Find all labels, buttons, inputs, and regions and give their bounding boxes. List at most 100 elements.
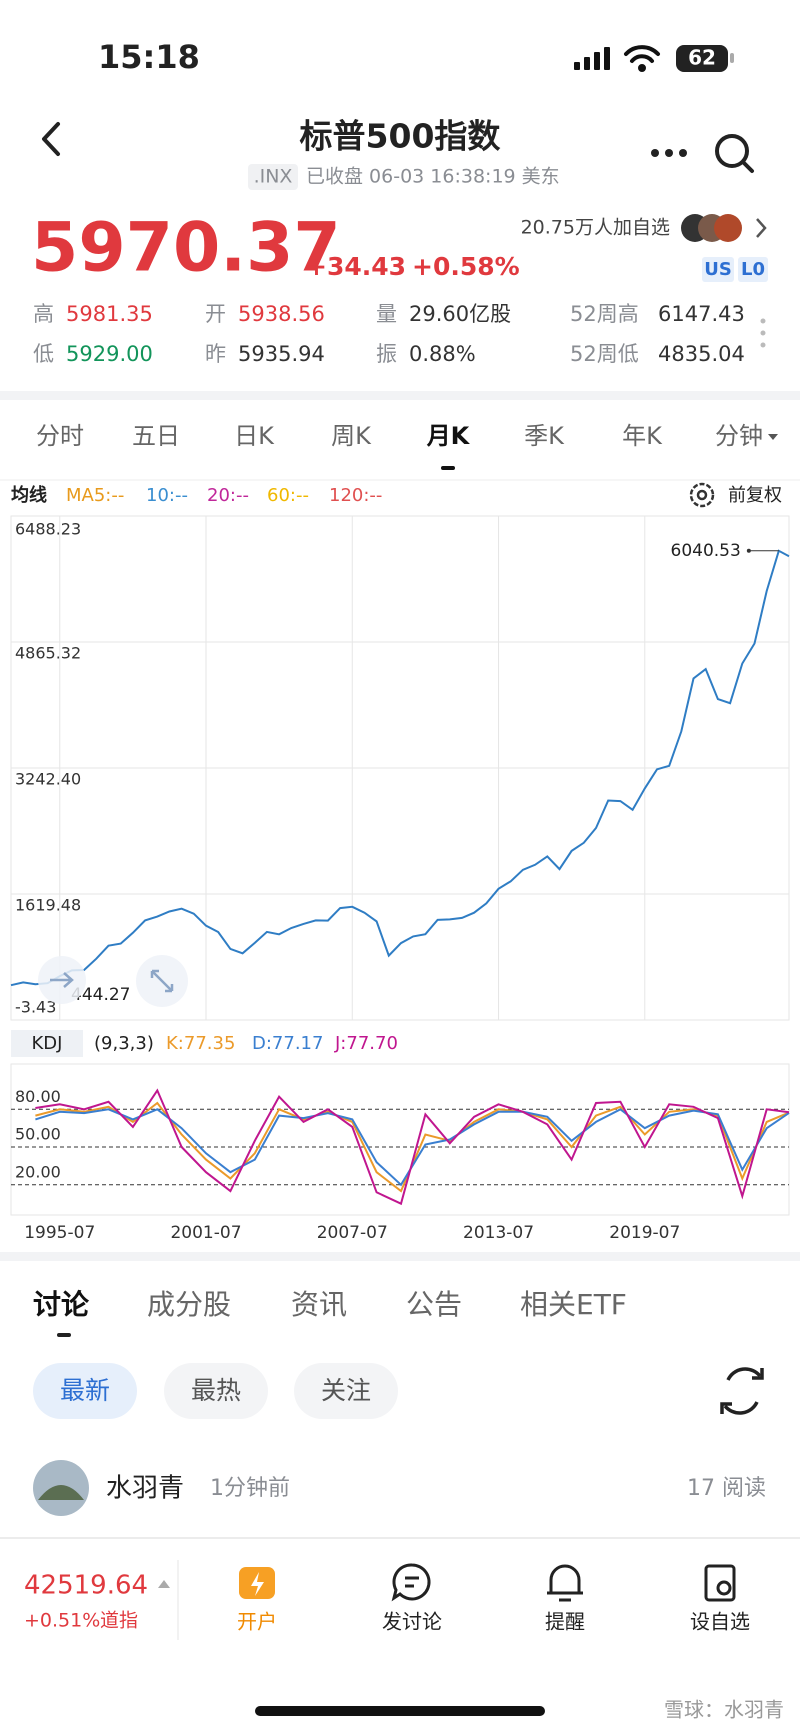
kdj-legend: J:77.70 — [334, 1033, 398, 1054]
ma-label: 均线 — [11, 484, 47, 506]
filter-pill[interactable] — [164, 1363, 268, 1419]
stat-label: 昨 — [205, 342, 226, 366]
watchlist-icon[interactable] — [704, 1564, 736, 1602]
y-tick-label: 50.00 — [15, 1125, 61, 1144]
y-tick-label: 1619.48 — [15, 896, 81, 915]
max-dot — [746, 548, 751, 553]
ma-item: 10:-- — [146, 485, 188, 506]
index-name: 道指 — [100, 1610, 138, 1632]
level-badge: L0 — [741, 259, 765, 280]
post-time: 1分钟前 — [210, 1476, 290, 1501]
badge-bg — [702, 257, 734, 282]
discussion-filters: 最新 最热 关注 — [33, 1363, 398, 1419]
x-tick-label: 2007-07 — [317, 1223, 388, 1243]
discussion-tab[interactable]: 资讯 — [291, 1288, 347, 1321]
price-change-pct: +0.58% — [412, 252, 520, 281]
x-tick-label: 2019-07 — [609, 1223, 680, 1243]
section-divider — [0, 1252, 800, 1261]
action-label[interactable]: 设自选 — [690, 1610, 750, 1634]
avatar-art — [38, 1485, 84, 1500]
stat-label: 量 — [376, 302, 397, 326]
wifi-icon — [624, 45, 660, 72]
back-button[interactable] — [42, 122, 60, 156]
stat-value: 5935.94 — [238, 342, 325, 366]
period-indicator — [441, 466, 455, 470]
stat-value: 0.88% — [409, 342, 476, 366]
y-tick-label: 3242.40 — [15, 770, 81, 789]
period-tab[interactable]: 季K — [524, 422, 565, 450]
price-line — [10, 549, 790, 987]
period-tab[interactable]: 月K — [426, 422, 471, 450]
discussion-tab[interactable]: 相关ETF — [520, 1288, 627, 1321]
kdj-line — [35, 1088, 790, 1206]
post-reads: 17 阅读 — [687, 1476, 766, 1501]
status-time: 15:18 — [98, 38, 200, 76]
kdj-legend: D:77.17 — [252, 1033, 323, 1054]
tab-indicator — [57, 1333, 71, 1337]
alert-icon[interactable] — [547, 1564, 583, 1602]
x-tick-label: 1995-07 — [24, 1223, 95, 1243]
action-label[interactable]: 开户 — [237, 1610, 277, 1634]
stat-value: 4835.04 — [658, 342, 745, 366]
period-tab[interactable]: 周K — [331, 422, 372, 450]
plot-frame — [10, 1063, 790, 1216]
ma-item: 120:-- — [329, 485, 382, 506]
period-tab[interactable]: 五日 — [132, 422, 180, 450]
stat-label: 低 — [33, 342, 54, 366]
ma-item: 60:-- — [267, 485, 309, 506]
battery-icon — [676, 45, 728, 72]
stat-label: 开 — [205, 302, 226, 326]
more-dots[interactable] — [760, 318, 766, 348]
filter-pill[interactable] — [294, 1363, 398, 1419]
action-label[interactable]: 发讨论 — [382, 1610, 442, 1634]
signal-icon — [574, 47, 610, 70]
battery-level: 62 — [688, 46, 716, 70]
post-icon[interactable] — [391, 1563, 431, 1602]
action-label[interactable]: 提醒 — [545, 1610, 585, 1634]
market-status: 已收盘 06-03 16:38:19 美东 — [306, 166, 560, 188]
stat-value: 29.60亿股 — [409, 302, 511, 326]
stat-label: 高 — [33, 302, 54, 326]
bottom-actions: 开户 发讨论 提醒 设自选 — [237, 1610, 750, 1634]
chart-buttons[interactable] — [38, 955, 188, 1007]
index-toggle[interactable] — [158, 1580, 170, 1588]
refresh-button[interactable] — [720, 1367, 764, 1415]
more-button[interactable] — [651, 149, 687, 157]
dropdown-caret — [768, 434, 778, 440]
search-button[interactable] — [715, 134, 754, 173]
index-value[interactable]: 42519.64 — [24, 1571, 148, 1601]
discussion-tab[interactable]: 成分股 — [147, 1288, 231, 1321]
y-tick-label: 4865.32 — [15, 643, 81, 662]
kdj-title: KDJ — [32, 1033, 63, 1054]
period-tab[interactable]: 分钟 — [715, 422, 763, 450]
badge-bg — [738, 257, 768, 282]
filter-pill[interactable] — [33, 1363, 137, 1419]
period-tab[interactable]: 分时 — [36, 422, 84, 450]
filter-label[interactable]: 关注 — [321, 1376, 371, 1405]
kdj-chart: K:77.35 D:77.17 J:77.70 80.00 50.00 20.00 — [10, 1033, 790, 1216]
period-tabs: 分时 五日 日K 周K 月K 季K 年K 分钟 — [36, 422, 778, 470]
quote-stats: 高 5981.35 开 5938.56 量 29.60亿股 52周高 6147.43 低 5929… — [33, 302, 745, 366]
discussion-tab[interactable]: 讨论 — [33, 1288, 90, 1321]
open-account-icon[interactable] — [239, 1567, 275, 1599]
ma-legend: MA5:-- 10:-- 20:-- 60:-- 120:-- — [66, 485, 382, 506]
adjust-mode[interactable]: 前复权 — [728, 485, 782, 506]
followers-chevron[interactable] — [756, 218, 767, 238]
settings-icon[interactable] — [689, 482, 715, 508]
period-tab[interactable]: 年K — [622, 422, 663, 450]
index-change: +0.51% — [24, 1610, 100, 1632]
period-tab[interactable]: 日K — [234, 422, 275, 450]
discussion-tab[interactable]: 公告 — [406, 1288, 462, 1321]
stat-value: 5929.00 — [66, 342, 153, 366]
y-tick-label: -3.43 — [15, 998, 56, 1017]
page-title: 标普500指数 — [300, 117, 502, 156]
post-user[interactable]: 水羽青 — [106, 1474, 184, 1504]
discussion-tabs: 讨论 成分股 资讯 公告 相关ETF — [33, 1288, 627, 1321]
filter-label[interactable]: 最热 — [191, 1376, 241, 1405]
filter-label[interactable]: 最新 — [60, 1376, 110, 1405]
follower-avatars — [681, 214, 742, 242]
stat-value: 6147.43 — [658, 302, 745, 326]
ma-item: 20:-- — [207, 485, 249, 506]
